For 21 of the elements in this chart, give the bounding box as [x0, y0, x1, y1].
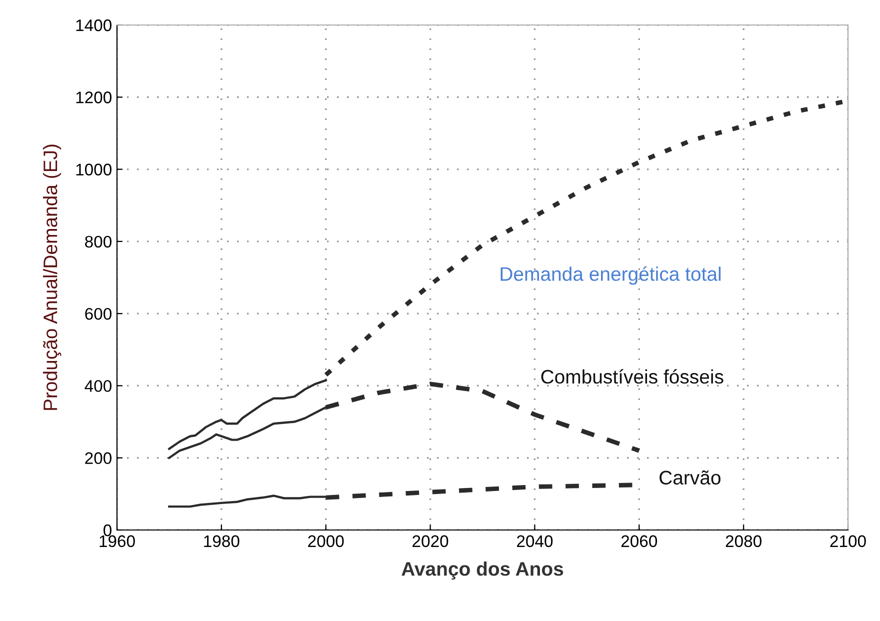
y-tick-label: 600 — [85, 308, 112, 320]
y-axis-title: Produção Anual/Demanda (EJ) — [42, 144, 62, 410]
y-tick-label: 1200 — [76, 92, 112, 104]
x-tick-label: 2040 — [517, 535, 553, 548]
x-axis-title: Avanço dos Anos — [402, 562, 564, 580]
x-tick-label: 2020 — [412, 535, 448, 548]
x-tick-label: 2000 — [308, 535, 344, 548]
x-tick-label: 2100 — [830, 535, 866, 548]
y-tick-label: 1000 — [76, 164, 112, 176]
x-tick-label: 1980 — [204, 535, 240, 548]
x-tick-label: 2060 — [621, 535, 658, 548]
x-tick-label: 2080 — [726, 535, 762, 548]
y-tick-label: 800 — [85, 236, 112, 248]
y-tick-label: 0 — [104, 524, 112, 536]
series-label: Demanda energética total — [500, 266, 721, 285]
y-tick-label: 1400 — [76, 19, 112, 32]
series-label: Combustíveis fósseis — [541, 369, 724, 384]
x-tick-label: 1960 — [100, 535, 135, 548]
y-tick-label: 200 — [85, 452, 112, 464]
series-label: Carvão — [660, 470, 720, 485]
y-tick-label: 400 — [84, 380, 112, 392]
